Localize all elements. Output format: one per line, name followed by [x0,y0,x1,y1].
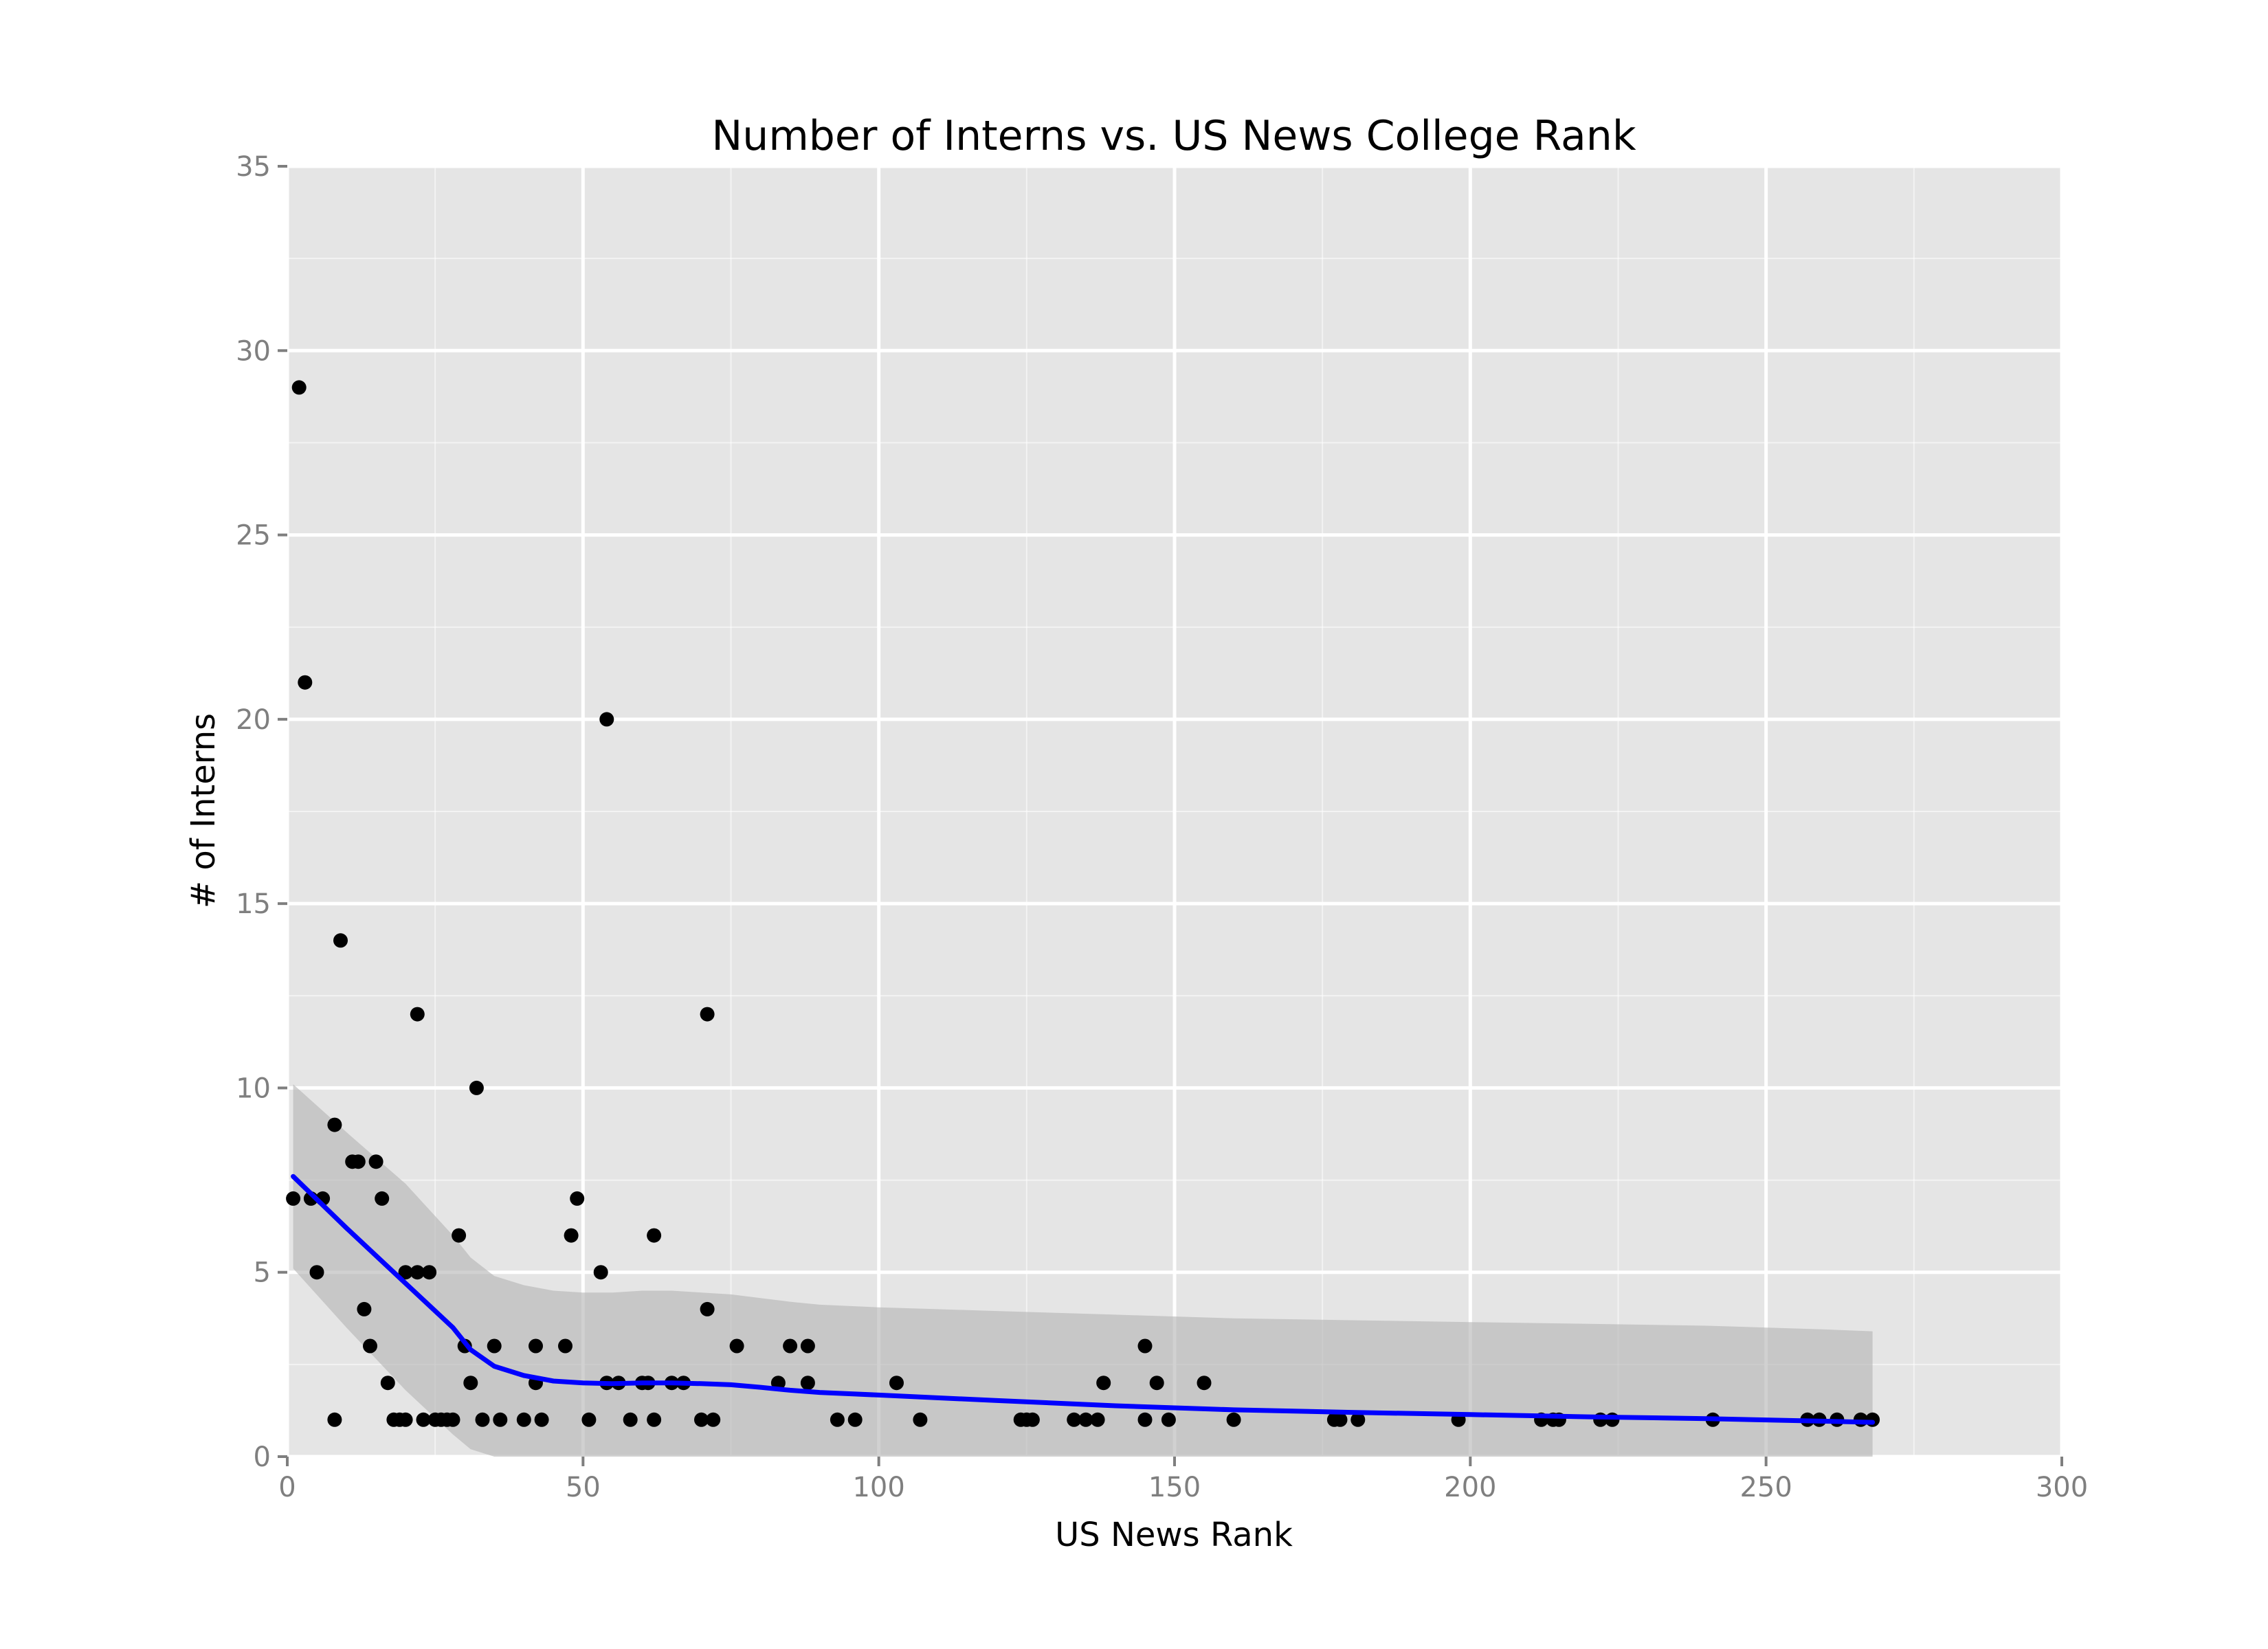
data-point [1025,1412,1040,1427]
data-point [1090,1412,1105,1427]
smooth-line-layer [291,1174,1876,1425]
data-point [1137,1412,1153,1427]
data-point [1350,1412,1366,1427]
x-tick-label: 50 [566,1472,601,1503]
data-point [1226,1412,1241,1427]
data-point [694,1412,709,1427]
axes: 0 5 10 15 20 25 30 35 0 50 100 150 200 250 300 [236,151,2088,1503]
x-axis-title: US News Rank [1055,1516,1293,1554]
y-tick-label: 20 [236,704,271,736]
y-axis-title: # of Interns [184,713,223,908]
data-point [706,1412,721,1427]
data-point [357,1301,372,1316]
data-point [487,1338,502,1354]
data-point [1137,1338,1153,1354]
x-tick-label: 150 [1148,1472,1201,1503]
data-point [1078,1412,1093,1427]
data-point [1149,1376,1164,1391]
data-point [529,1338,543,1354]
data-point [647,1412,662,1427]
data-point [493,1412,508,1427]
x-tick-label: 300 [2036,1472,2088,1503]
data-point [291,380,307,395]
data-point [298,675,313,690]
confidence-band [293,1084,1873,1457]
data-point [700,1007,715,1022]
data-point [380,1376,395,1391]
data-point [783,1338,798,1354]
data-point [351,1154,366,1169]
data-point [333,933,348,948]
data-point [700,1301,715,1316]
data-point [327,1117,342,1132]
data-point [363,1338,377,1354]
chart-title: Number of Interns vs. US News College Ra… [711,112,1636,160]
data-point [475,1412,490,1427]
data-point [593,1265,608,1280]
confidence-band-layer [293,1084,1873,1457]
y-tick-label: 35 [236,151,271,183]
data-point [913,1412,928,1427]
data-point [847,1412,863,1427]
data-point [368,1154,383,1169]
data-point [1865,1412,1880,1427]
data-point [1067,1412,1082,1427]
data-point [327,1412,342,1427]
data-point [1197,1376,1212,1391]
data-point [800,1376,815,1391]
x-tick-label: 200 [1444,1472,1496,1503]
data-point [558,1338,572,1354]
data-point [534,1412,549,1427]
x-tick-label: 100 [852,1472,904,1503]
data-point [445,1412,460,1427]
data-point [410,1007,425,1022]
data-point [469,1080,484,1095]
data-point [398,1412,413,1427]
data-point [410,1265,425,1280]
data-point [1605,1412,1620,1427]
y-tick-label: 30 [236,335,271,367]
y-tick-label: 10 [236,1073,271,1104]
data-point [422,1265,437,1280]
data-point [1161,1412,1176,1427]
data-point [463,1376,478,1391]
data-point [599,712,614,727]
data-point [889,1376,904,1391]
smooth-line [291,1174,1876,1425]
data-point [452,1228,467,1243]
data-point [729,1338,744,1354]
data-point [286,1191,301,1206]
data-point [830,1412,845,1427]
data-point [564,1228,579,1243]
x-tick-label: 0 [278,1472,296,1503]
data-point [375,1191,390,1206]
data-point [309,1265,324,1280]
data-point [416,1412,431,1427]
data-point [581,1412,597,1427]
data-point [647,1228,662,1243]
x-tick-label: 250 [1739,1472,1792,1503]
data-point [623,1412,638,1427]
data-point [398,1265,413,1280]
y-tick-label: 0 [254,1442,271,1473]
data-point [570,1191,585,1206]
data-point [516,1412,531,1427]
y-tick-label: 5 [254,1257,271,1289]
data-point [1333,1412,1348,1427]
y-tick-label: 25 [236,520,271,552]
data-point [800,1338,815,1354]
y-tick-label: 15 [236,888,271,920]
data-point [1096,1376,1111,1391]
